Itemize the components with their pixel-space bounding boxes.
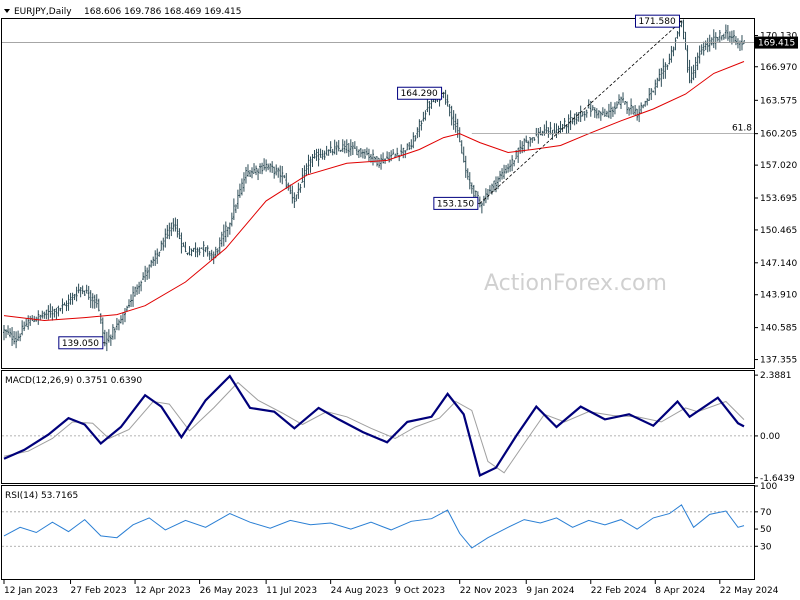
- watermark: ActionForex.com: [484, 271, 667, 296]
- price-tick-label: 140.585: [760, 324, 797, 334]
- annotation-label: 171.580: [638, 17, 675, 27]
- annotation-label: 153.150: [437, 199, 474, 209]
- price-tick-label: 163.575: [760, 96, 797, 106]
- time-tick-label: 11 Jul 2023: [266, 586, 317, 596]
- annotation-label: 164.290: [401, 89, 438, 99]
- price-tick-label: 157.020: [760, 161, 797, 171]
- rsi-tick-label: 50: [760, 525, 772, 535]
- macd-panel-frame: [1, 370, 755, 484]
- chart-arrow-icon: [4, 9, 10, 13]
- price-tick-label: 137.355: [760, 356, 797, 366]
- rsi-tick-label: 30: [760, 542, 772, 552]
- time-tick-label: 9 Jan 2024: [526, 586, 574, 596]
- macd-signal-line: [3, 381, 745, 474]
- rsi-tick-label: 100: [760, 482, 777, 492]
- price-axis: 170.130 166.970 163.575 160.205 157.020 153.6…: [754, 32, 797, 366]
- time-tick-label: 22 Feb 2024: [591, 586, 647, 596]
- price-tick-label: 153.695: [760, 194, 797, 204]
- trendline: [479, 20, 682, 204]
- annotation-label: 139.050: [62, 339, 99, 349]
- current-price-label: 169.415: [758, 39, 795, 49]
- macd-tick-label: 0.00: [760, 432, 780, 442]
- rsi-line: [3, 504, 745, 549]
- price-annotations: 171.580 164.290 153.150 139.050: [58, 14, 682, 350]
- time-tick-label: 22 Nov 2023: [460, 586, 518, 596]
- macd-line: [3, 374, 745, 477]
- rsi-axis: 100 70 50 30: [2, 482, 777, 552]
- rsi-tick-label: 70: [760, 508, 772, 518]
- macd-title: MACD(12,26,9) 0.3751 0.6390: [5, 376, 142, 386]
- time-axis: 12 Jan 2023 27 Feb 2023 12 Apr 2023 26 May …: [3, 580, 779, 596]
- macd-tick-label: -1.6439: [760, 474, 795, 484]
- current-price-box: [755, 36, 798, 49]
- time-tick-label: 9 Oct 2023: [395, 586, 445, 596]
- time-tick-label: 8 Apr 2024: [655, 586, 705, 596]
- price-tick-label: 147.140: [760, 259, 797, 269]
- ohlc-values: 168.606 169.786 168.469 169.415: [84, 7, 241, 17]
- time-tick-label: 27 Feb 2023: [71, 586, 127, 596]
- price-tick-label: 170.130: [760, 32, 797, 42]
- price-tick-label: 166.970: [760, 63, 797, 73]
- price-candles: [3, 18, 745, 352]
- time-tick-label: 26 May 2023: [200, 586, 259, 596]
- time-tick-label: 12 Jan 2023: [4, 586, 58, 596]
- symbol-label: EURJPY,Daily: [14, 7, 72, 17]
- time-tick-label: 24 Aug 2023: [331, 586, 389, 596]
- macd-axis: 2.3881 0.00 -1.6439: [2, 371, 795, 484]
- time-tick-label: 12 Apr 2023: [135, 586, 191, 596]
- macd-tick-label: 2.3881: [760, 371, 792, 381]
- fib-618-label: 61.8: [732, 124, 752, 134]
- time-tick-label: 22 May 2024: [720, 586, 779, 596]
- moving-average-line: [3, 61, 745, 322]
- rsi-panel-frame: [1, 485, 755, 580]
- rsi-title: RSI(14) 53.7165: [5, 491, 78, 501]
- price-tick-label: 150.465: [760, 226, 797, 236]
- price-panel-frame: [1, 18, 755, 369]
- price-tick-label: 143.910: [760, 291, 797, 301]
- price-tick-label: 160.205: [760, 130, 797, 140]
